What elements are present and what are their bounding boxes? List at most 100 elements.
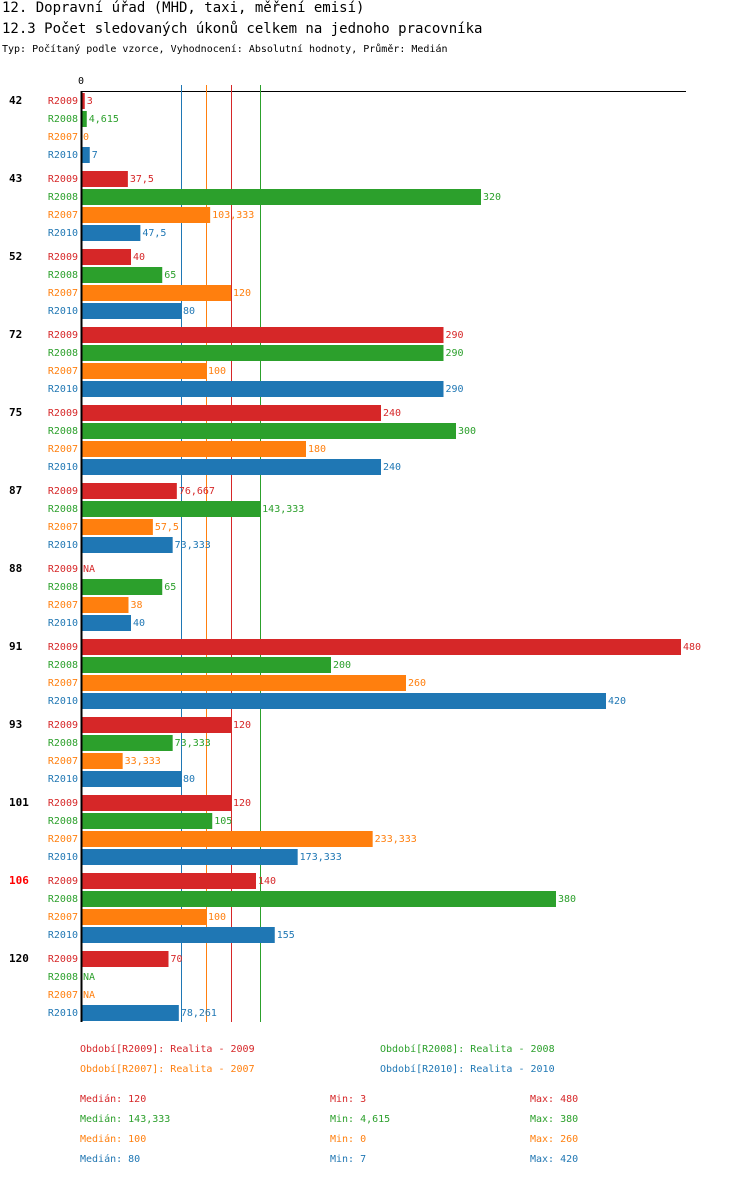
bar-r2009 [81,873,256,889]
data-label: 120 [233,288,251,299]
data-label: 7 [92,150,98,161]
legend-min: Min: 7 [330,1154,367,1165]
bar-r2010 [81,381,444,397]
bar-r2007 [81,831,373,847]
bar-r2007 [81,519,153,535]
bar-r2008 [81,657,331,673]
series-label: R2007 [48,444,78,455]
data-label: 65 [164,270,176,281]
data-label: 105 [214,816,232,827]
bar-r2010 [81,459,381,475]
bar-r2008 [81,735,173,751]
series-label: R2009 [48,720,78,731]
data-label: 240 [383,462,401,473]
chart-subtitle: Typ: Počítaný podle vzorce, Vyhodnocení:… [2,44,448,55]
bar-r2009 [81,93,85,109]
page-title: 12. Dopravní úřad (MHD, taxi, měření emi… [2,0,365,16]
category-label: 101 [9,796,29,809]
data-label: 380 [558,894,576,905]
bar-r2007 [81,753,123,769]
series-label: R2010 [48,696,78,707]
legend-max: Max: 480 [530,1094,579,1105]
data-label: 57,5 [155,522,179,533]
data-label: 73,333 [175,540,211,551]
data-label: 65 [164,582,176,593]
bar-r2010 [81,927,275,943]
bar-r2008 [81,813,213,829]
category-label: 93 [9,718,22,731]
series-label: R2010 [48,930,78,941]
data-label: 80 [183,774,195,785]
data-label: 40 [133,618,145,629]
data-label: 120 [233,798,251,809]
series-label: R2009 [48,876,78,887]
legend-median: Medián: 120 [80,1094,147,1105]
data-label: 70 [171,954,183,965]
series-label: R2008 [48,972,78,983]
bar-r2007 [81,675,406,691]
legend-max: Max: 420 [530,1154,579,1165]
x-tick-label: 0 [78,76,84,87]
data-label: 3 [87,96,93,107]
bar-chart: 0 42 R2009 3 R2008 4,615 R2007 0 R2010 7 43 R2009 37… [9,76,701,1022]
bar-r2010 [81,147,90,163]
series-label: R2007 [48,756,78,767]
data-label: 290 [446,384,464,395]
data-label: 173,333 [300,852,342,863]
data-label: 100 [208,912,226,923]
category-label: 91 [9,640,23,653]
data-label: NA [83,972,95,983]
bar-r2009 [81,639,681,655]
category-label: 52 [9,250,22,263]
bar-r2008 [81,111,87,127]
legend-max: Max: 260 [530,1134,579,1145]
series-label: R2009 [48,798,78,809]
data-label: 33,333 [125,756,161,767]
bar-r2010 [81,1005,179,1021]
series-label: R2009 [48,96,78,107]
series-label: R2010 [48,306,78,317]
data-label: 37,5 [130,174,154,185]
bar-r2009 [81,795,231,811]
legend-min: Min: 4,615 [330,1114,391,1125]
data-label: 80 [183,306,195,317]
series-label: R2007 [48,600,78,611]
bar-r2010 [81,693,606,709]
category-label: 42 [9,94,22,107]
series-label: R2010 [48,540,78,551]
series-label: R2007 [48,990,78,1001]
bar-r2007 [81,363,206,379]
series-label: R2009 [48,330,78,341]
series-label: R2010 [48,774,78,785]
data-label: 300 [458,426,476,437]
data-label: 40 [133,252,145,263]
bar-r2009 [81,717,231,733]
bar-r2008 [81,345,444,361]
data-label: 73,333 [175,738,211,749]
bar-r2008 [81,891,556,907]
legend-min: Min: 0 [330,1134,367,1145]
series-label: R2008 [48,192,78,203]
data-label: 260 [408,678,426,689]
series-label: R2007 [48,678,78,689]
series-label: R2009 [48,954,78,965]
bar-r2009 [81,483,177,499]
series-label: R2008 [48,582,78,593]
bar-r2010 [81,771,181,787]
series-label: R2010 [48,228,78,239]
legend-period-r2010: Období[R2010]: Realita - 2010 [380,1064,555,1075]
bar-r2010 [81,225,141,241]
legend-median: Medián: 100 [80,1134,147,1145]
series-label: R2010 [48,1008,78,1019]
data-label: 180 [308,444,326,455]
legend-period-r2007: Období[R2007]: Realita - 2007 [80,1064,255,1075]
series-label: R2007 [48,288,78,299]
series-label: R2007 [48,912,78,923]
bar-r2009 [81,327,444,343]
category-label: 43 [9,172,22,185]
series-label: R2010 [48,852,78,863]
series-label: R2007 [48,366,78,377]
category-label: 120 [9,952,29,965]
bar-r2008 [81,579,163,595]
bar-r2009 [81,171,128,187]
